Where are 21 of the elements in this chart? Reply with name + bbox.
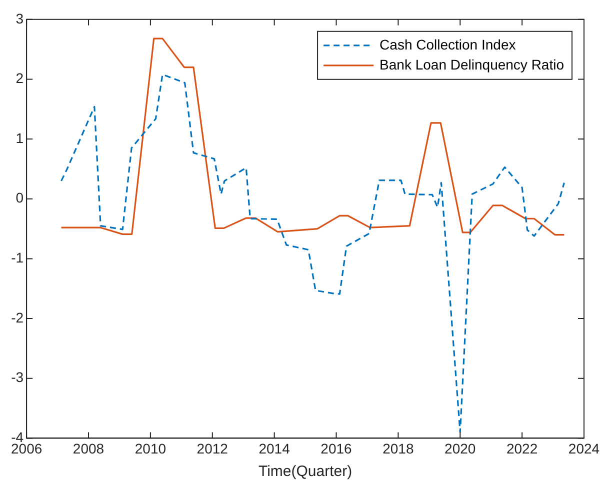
legend-label: Bank Loan Delinquency Ratio xyxy=(380,56,564,72)
line-series xyxy=(60,74,565,434)
y-tick-label: 0 xyxy=(16,190,24,206)
x-tick-label: 2006 xyxy=(10,440,42,456)
x-tick-label: 2010 xyxy=(134,440,166,456)
y-tick-label: 3 xyxy=(16,10,24,26)
x-tick-label: 2014 xyxy=(258,440,290,456)
x-tick-label: 2024 xyxy=(568,440,600,456)
y-tick-label: -2 xyxy=(11,309,24,326)
x-tick-label: 2018 xyxy=(382,440,414,456)
x-axis-title: Time(Quarter) xyxy=(258,463,352,480)
y-tick-label: -3 xyxy=(11,369,24,386)
x-tick-label: 2012 xyxy=(196,440,228,456)
y-tick-label: 2 xyxy=(16,70,24,86)
legend-label: Cash Collection Index xyxy=(380,36,516,52)
x-tick-label: 2020 xyxy=(444,440,476,456)
y-tick-label: -1 xyxy=(11,250,24,266)
y-tick-label: 1 xyxy=(16,130,24,146)
x-tick-label: 2022 xyxy=(506,440,538,456)
x-tick-label: 2016 xyxy=(320,440,352,456)
x-tick-label: 2008 xyxy=(72,440,104,456)
